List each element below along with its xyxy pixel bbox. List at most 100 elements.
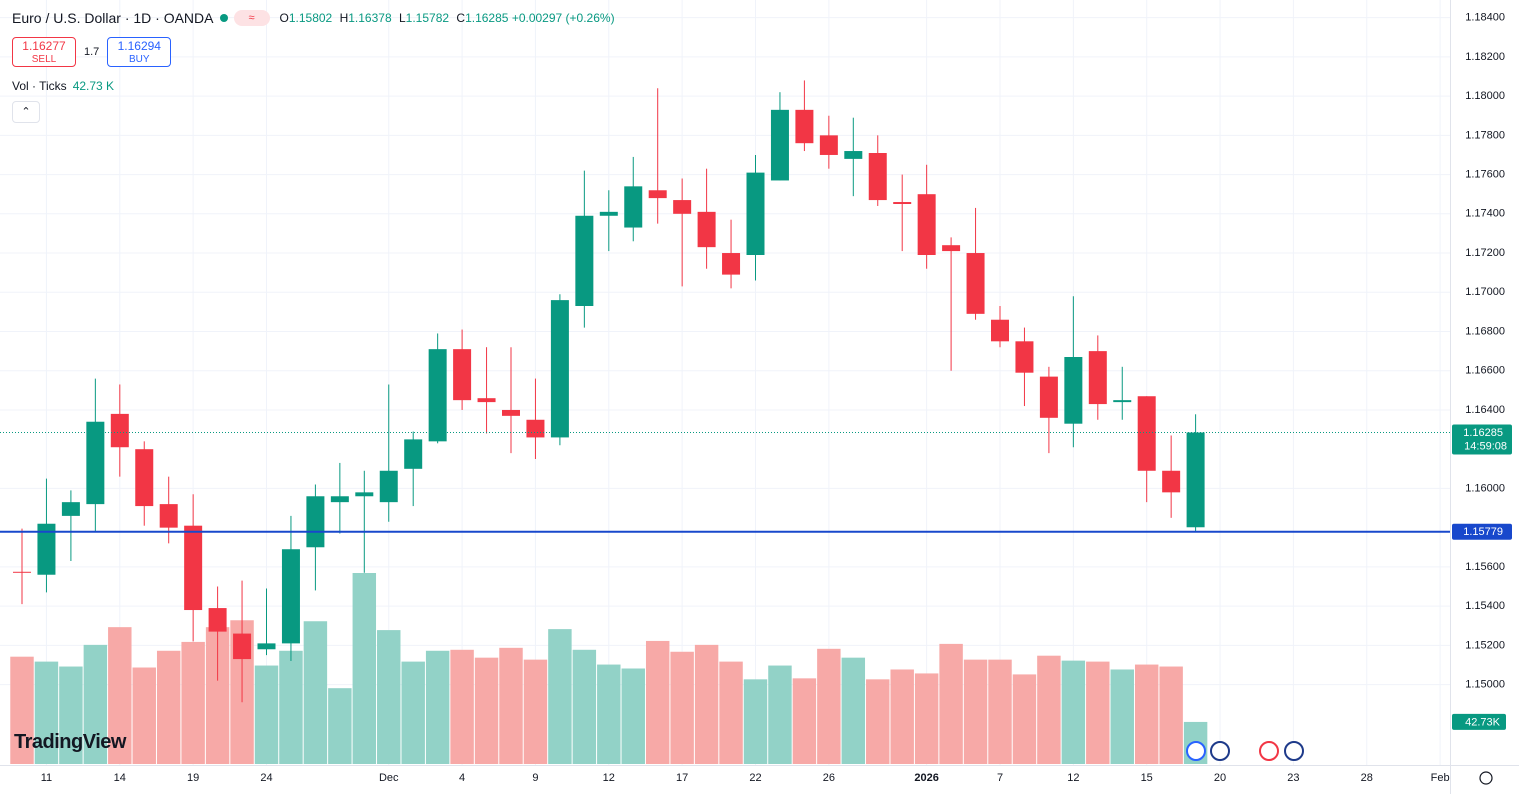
volume-bar [694,644,719,764]
buy-button[interactable]: 1.16294 BUY [107,37,172,67]
volume-bar [743,679,768,764]
candle-body [86,421,105,505]
candle-body [819,135,838,155]
ohlc-key: L [398,11,406,25]
y-tick-label: 1.17600 [1465,168,1505,180]
candle-body [379,470,398,503]
candle-body [257,643,276,650]
volume-value: 42.73 K [72,79,115,93]
y-tick-label: 1.17000 [1465,286,1505,298]
sell-price: 1.16277 [22,39,66,53]
candle-body [428,349,447,442]
logo: TradingView [14,731,126,753]
volume-bar [645,640,670,764]
candle-body [673,200,692,214]
buy-label: BUY [129,54,150,65]
x-tick-label: Feb [1431,772,1450,784]
y-tick-label: 1.17200 [1465,247,1505,259]
symbol-title: Euro / U.S. Dollar · 1D · OANDA [12,10,214,26]
x-tick-label: 12 [603,772,615,784]
buy-price: 1.16294 [117,39,161,53]
y-tick-label: 1.17800 [1465,129,1505,141]
market-status [219,14,228,22]
sell-button[interactable]: 1.16277 SELL [12,37,76,67]
y-tick-label: 1.15600 [1465,561,1505,573]
volume-bar [34,661,59,764]
volume-bar [279,650,303,764]
candle-body [208,608,227,632]
x-tick-label: 23 [1287,772,1299,784]
volume-bar [1061,660,1086,764]
volume-name: Vol · Ticks [12,79,67,93]
volume-bar [597,664,621,764]
volume-bar [450,649,474,764]
volume-bar [156,650,181,764]
candle-body [844,151,863,159]
candle-body [1137,396,1156,471]
y-tick-label: 1.16600 [1465,365,1505,377]
candle-body [355,492,374,497]
event-icon [1210,741,1230,761]
volume-legend: Vol · Ticks 42.73 K [12,79,114,93]
candle-body [917,194,936,255]
volume-axis-box [1452,713,1506,730]
y-tick-label: 1.15400 [1465,600,1505,612]
y-tick-label: 1.18000 [1465,90,1505,102]
x-tick-label: 12 [1067,772,1079,784]
badge: ≈ [233,10,270,26]
volume-bar [132,667,156,764]
collapse-button[interactable]: ⌃ [12,101,40,123]
volume-bar [205,627,230,764]
volume-bar [328,688,352,764]
spread: 1.7 [84,46,100,58]
candle-body [746,172,765,255]
x-tick-label: 26 [823,772,835,784]
volume-bar [254,665,279,764]
volume-bar [1110,669,1134,764]
candle-body [893,202,912,204]
volume-bar [939,643,963,764]
volume-bar [548,629,572,764]
candle-body [575,215,594,306]
y-tick-label: 1.18200 [1465,51,1505,63]
x-tick-label: 19 [187,772,199,784]
candle-body [159,504,178,528]
candle-body [1162,470,1181,493]
event-icon [1186,741,1206,761]
ohlc-legend: O1.15802 H1.16378 L1.15782 C1.16285 +0.0… [276,11,615,25]
candle-body [502,409,520,416]
event-icon [1284,741,1304,761]
volume-bar [670,651,694,764]
volume-bar [1159,666,1183,764]
candle-body [599,211,618,216]
candle-body [233,633,252,660]
volume-bar [59,666,83,764]
candle-body [648,190,667,199]
candle-body [13,571,31,573]
volume-bar [523,659,548,764]
candle-body [184,525,203,611]
horizontal-line-box [1452,523,1512,540]
candle-body [624,186,643,228]
x-tick-label: 17 [676,772,688,784]
volume-bar [425,650,450,764]
x-tick-label: 20 [1214,772,1226,784]
y-tick-label: 1.15200 [1465,639,1505,651]
candle-body [550,300,569,438]
ohlc-value: 1.16378 [348,11,392,25]
volume-bar [352,573,377,764]
y-tick-label: 1.17400 [1465,208,1505,220]
volume-bar [83,644,108,764]
x-tick-label: 11 [41,772,52,784]
ohlc-value: 1.15782 [405,11,450,25]
y-tick-label: 1.18400 [1465,12,1505,24]
volume-bar [963,659,988,764]
ohlc-value: 1.15802 [288,11,333,25]
event-icon [1259,741,1279,761]
header: Euro / U.S. Dollar · 1D · OANDA ≈ O1.158… [12,10,615,26]
volume-axis-label: 42.73K [1465,716,1501,728]
volume-bar [1037,655,1061,764]
volume-bar [841,657,866,764]
